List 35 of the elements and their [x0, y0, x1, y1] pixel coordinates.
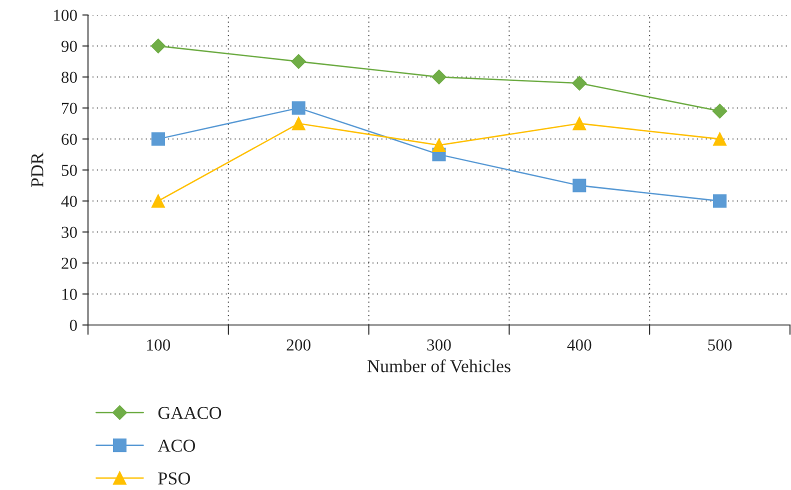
point [712, 104, 728, 118]
y-tick-label: 100 [54, 10, 77, 21]
x-tick-label: 400 [567, 339, 592, 351]
point [150, 38, 166, 54]
point [151, 194, 165, 208]
y-tick-label: 10 [62, 288, 77, 300]
point [713, 132, 727, 146]
y-tick-label: 90 [61, 40, 77, 52]
legend-label: GAACO [158, 406, 222, 420]
y-tick-label: 80 [62, 72, 77, 83]
point [292, 116, 306, 130]
point [151, 132, 165, 146]
legend-label: ACO [158, 440, 196, 452]
point [291, 54, 306, 69]
y-tick-label: 40 [61, 196, 77, 207]
y-tick-label: 20 [62, 258, 77, 269]
point [432, 70, 446, 84]
point [572, 116, 586, 130]
point [572, 76, 587, 91]
point [292, 101, 306, 115]
y-tick-label: 70 [62, 102, 77, 114]
x-tick-label: 100 [147, 339, 170, 351]
y-tick-label: 50 [62, 164, 77, 176]
y-tick-label: 0 [70, 320, 77, 331]
x-axis-title: Number of Vehicles [367, 359, 510, 372]
point [572, 178, 586, 192]
y-axis-title: PDR [31, 152, 44, 188]
x-tick-label: 200 [286, 339, 310, 351]
x-tick-label: 500 [708, 339, 732, 351]
point [432, 138, 446, 152]
x-tick-label: 300 [427, 339, 451, 351]
y-tick-label: 30 [62, 226, 77, 238]
point [713, 194, 727, 208]
y-tick-label: 60 [62, 134, 77, 145]
legend-label: PSO [158, 472, 190, 485]
